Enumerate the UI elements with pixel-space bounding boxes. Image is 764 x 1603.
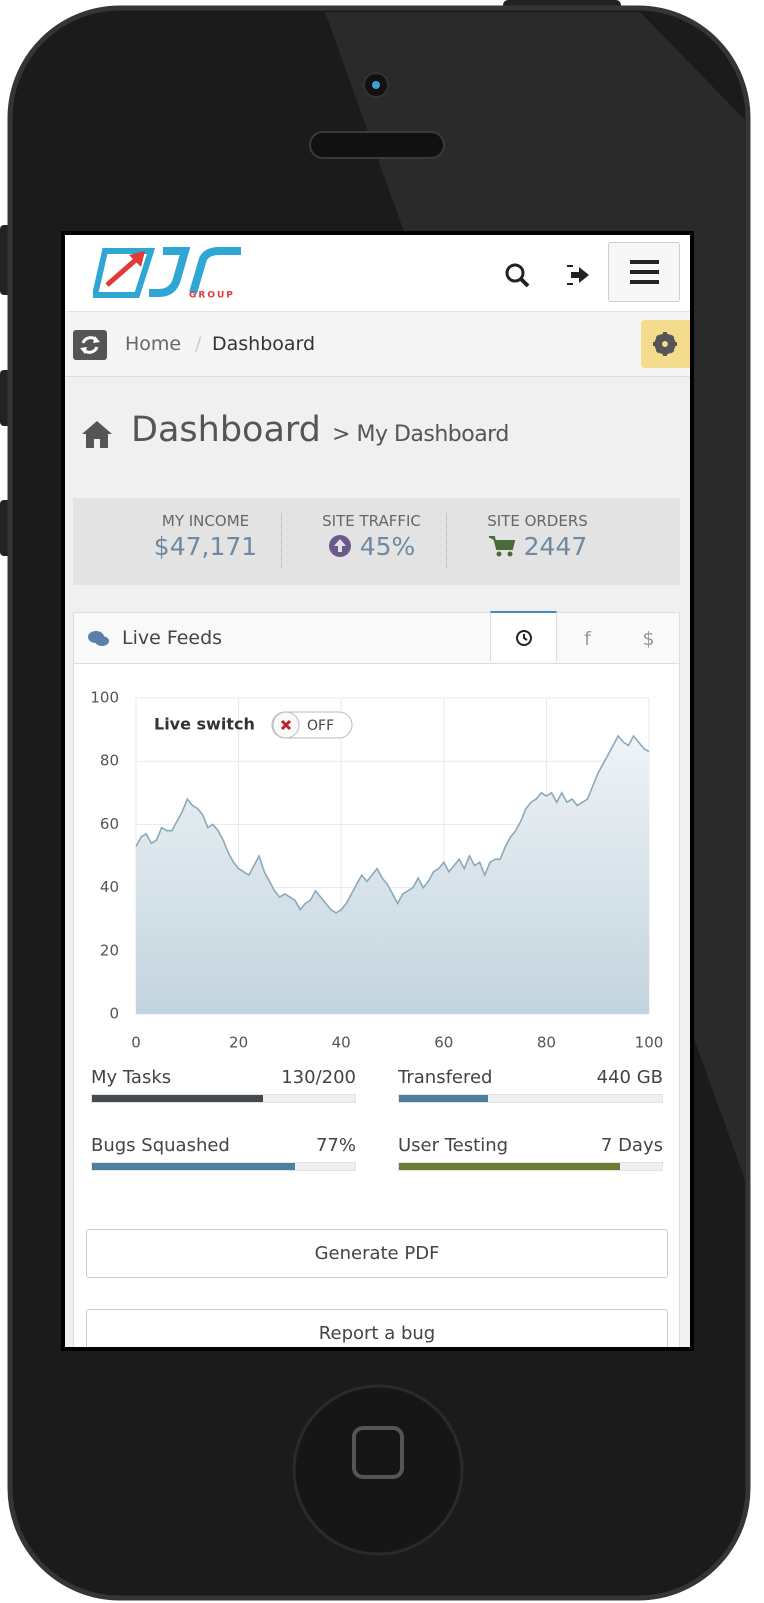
logo-j bbox=[149, 247, 191, 297]
x-tick-label: 100 bbox=[635, 1034, 664, 1052]
stat-value-row: 45% bbox=[289, 532, 454, 561]
tab[interactable]: $ bbox=[642, 628, 655, 650]
x-tick-label: 20 bbox=[229, 1034, 248, 1052]
tab[interactable]: f bbox=[584, 628, 591, 650]
switch-label: Live switch bbox=[154, 715, 255, 734]
stat: MY INCOME $47,171 bbox=[123, 512, 288, 561]
x-tick-label: 0 bbox=[131, 1034, 141, 1052]
y-tick-label: 0 bbox=[109, 1005, 119, 1023]
page-title: Dashboard > My Dashboard bbox=[131, 410, 509, 450]
progress-fill bbox=[399, 1095, 489, 1102]
stats-bar: MY INCOME $47,171 SITE TRAFFIC 45% SITE … bbox=[73, 498, 680, 585]
panel-header: Live Feeds f $ bbox=[74, 611, 679, 664]
breadcrumb-link[interactable]: Home bbox=[125, 333, 182, 355]
progress-fill bbox=[92, 1095, 263, 1102]
breadcrumb-bar: Home / Dashboard bbox=[65, 312, 690, 377]
progress-track bbox=[91, 1094, 356, 1103]
stat-value: 2447 bbox=[523, 532, 588, 561]
button[interactable]: Report a bug bbox=[86, 1309, 668, 1347]
x-tick-label: 60 bbox=[434, 1034, 453, 1052]
menu-bar bbox=[630, 280, 659, 284]
home-button[interactable] bbox=[292, 1384, 464, 1556]
title: Dashboard bbox=[131, 410, 321, 450]
stat-label: SITE TRAFFIC bbox=[322, 512, 421, 530]
traffic-icon bbox=[328, 535, 351, 557]
area bbox=[136, 735, 649, 1014]
screen: GROUP Home / Dashboard bbox=[65, 235, 690, 1347]
logo-text: GROUP bbox=[189, 291, 235, 301]
switch-state: OFF bbox=[307, 718, 334, 734]
separator bbox=[281, 513, 282, 568]
top-icons bbox=[505, 263, 589, 288]
y-tick-label: 100 bbox=[90, 689, 119, 707]
logo-frame bbox=[93, 248, 156, 298]
progress-value: 130/200 bbox=[281, 1067, 356, 1088]
x-tick-label: 40 bbox=[332, 1034, 351, 1052]
y-tick-label: 60 bbox=[100, 815, 119, 833]
clock-icon bbox=[515, 630, 532, 646]
tab-active[interactable] bbox=[490, 611, 557, 661]
progress-fill bbox=[92, 1163, 295, 1170]
refresh-button[interactable] bbox=[73, 330, 107, 360]
switch-x bbox=[280, 719, 292, 731]
progress-value: 77% bbox=[315, 1135, 356, 1156]
live-feeds-panel: Live Feeds f $ 0 20 40 60 80 100 0 20 40 60 80 100 L… bbox=[73, 611, 680, 1347]
stat: SITE ORDERS 2447 bbox=[455, 512, 620, 561]
progress-track bbox=[398, 1094, 663, 1103]
progress-label: User Testing bbox=[398, 1135, 509, 1156]
stat-value: $47,171 bbox=[153, 532, 258, 561]
search-icon-handle bbox=[519, 277, 530, 288]
camera-lens bbox=[372, 81, 380, 89]
progress-fill bbox=[399, 1163, 620, 1170]
progress-value: 7 Days bbox=[600, 1135, 663, 1156]
logo-r bbox=[189, 247, 241, 295]
progress-track bbox=[91, 1162, 356, 1171]
progress-value: 440 GB bbox=[596, 1067, 663, 1088]
logo-arrow bbox=[105, 255, 141, 287]
line bbox=[135, 734, 650, 914]
stat-label: SITE ORDERS bbox=[487, 512, 588, 530]
gear-icon bbox=[653, 332, 677, 356]
top-bar: GROUP bbox=[65, 235, 690, 312]
stat-label: MY INCOME bbox=[161, 512, 250, 530]
search-icon[interactable] bbox=[505, 263, 525, 283]
progress-label: Bugs Squashed bbox=[91, 1135, 230, 1156]
menu-button[interactable] bbox=[608, 242, 680, 302]
menu-bar bbox=[630, 270, 659, 274]
button[interactable]: Generate PDF bbox=[86, 1229, 668, 1278]
separator bbox=[446, 513, 447, 568]
breadcrumb-separator: / bbox=[195, 333, 202, 355]
menu-icon bbox=[630, 260, 659, 284]
progress-track bbox=[398, 1162, 663, 1171]
cart-icon bbox=[488, 536, 515, 557]
home-button-icon bbox=[352, 1426, 404, 1479]
home-icon bbox=[82, 421, 112, 448]
x-tick-label: 80 bbox=[537, 1034, 556, 1052]
settings-button[interactable] bbox=[641, 320, 690, 368]
y-tick-label: 20 bbox=[100, 941, 119, 959]
logo[interactable]: GROUP bbox=[93, 245, 253, 301]
subtitle: > My Dashboard bbox=[332, 422, 509, 447]
menu-bar bbox=[630, 260, 659, 264]
y-tick-label: 40 bbox=[100, 878, 119, 896]
panel-title: Live Feeds bbox=[122, 627, 223, 649]
live-chart: 0 20 40 60 80 100 0 20 40 60 80 100 Live switch OFF bbox=[90, 689, 664, 1052]
progress-label: My Tasks bbox=[91, 1067, 172, 1088]
speaker bbox=[309, 131, 445, 159]
comments-icon bbox=[88, 631, 109, 646]
stat-value-row: 2447 bbox=[455, 532, 620, 561]
stat-value: 45% bbox=[359, 532, 416, 561]
logout-icon[interactable] bbox=[567, 265, 589, 285]
breadcrumb-current: Dashboard bbox=[212, 333, 316, 355]
logo-arrow-head bbox=[129, 251, 145, 267]
stat: SITE TRAFFIC 45% bbox=[289, 512, 454, 561]
y-tick-label: 80 bbox=[100, 752, 119, 770]
progress-label: Transfered bbox=[398, 1067, 493, 1088]
